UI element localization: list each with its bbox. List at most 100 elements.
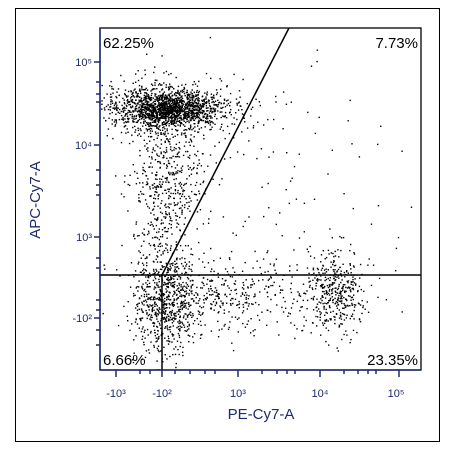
data-point xyxy=(320,279,322,281)
data-point xyxy=(155,188,157,190)
data-point xyxy=(167,271,169,273)
data-point xyxy=(212,111,214,113)
data-point xyxy=(301,306,303,308)
data-point xyxy=(250,284,252,286)
data-point xyxy=(171,133,173,135)
data-point xyxy=(338,309,340,311)
data-point xyxy=(202,153,204,155)
data-point xyxy=(183,306,185,308)
data-point xyxy=(205,107,208,109)
data-point xyxy=(342,236,345,239)
data-point xyxy=(177,288,179,290)
data-point xyxy=(130,99,132,101)
data-point xyxy=(332,261,335,264)
data-point xyxy=(349,289,352,291)
data-point xyxy=(183,92,186,95)
data-point xyxy=(184,261,186,263)
data-point xyxy=(176,285,178,287)
data-point xyxy=(166,296,169,298)
data-point xyxy=(176,271,178,273)
data-point xyxy=(179,245,182,247)
data-point xyxy=(171,309,174,312)
data-point xyxy=(148,101,150,103)
data-point xyxy=(133,89,135,91)
data-point xyxy=(190,91,192,93)
data-point xyxy=(131,113,133,116)
data-point xyxy=(113,121,116,123)
data-point xyxy=(167,188,169,190)
data-point xyxy=(156,137,158,139)
data-point xyxy=(179,125,181,127)
data-point xyxy=(334,319,336,321)
data-point xyxy=(199,103,202,106)
data-point xyxy=(319,319,321,321)
data-point xyxy=(231,276,234,278)
data-point xyxy=(179,111,181,113)
data-point xyxy=(159,299,161,301)
data-point xyxy=(196,111,198,114)
data-point xyxy=(174,212,177,214)
data-point xyxy=(149,332,152,334)
data-point xyxy=(140,271,142,273)
data-point xyxy=(167,228,170,230)
data-point xyxy=(104,268,106,270)
data-point xyxy=(179,329,181,332)
data-point xyxy=(225,279,227,282)
data-point xyxy=(120,131,123,134)
data-point xyxy=(171,220,173,222)
data-point xyxy=(177,325,179,328)
data-point xyxy=(152,114,154,116)
data-point xyxy=(312,297,314,299)
data-point xyxy=(162,266,164,268)
data-point xyxy=(147,306,150,308)
data-point xyxy=(172,108,175,110)
data-point xyxy=(162,113,164,115)
data-point xyxy=(177,110,179,112)
data-point xyxy=(159,350,162,352)
data-point xyxy=(318,272,320,274)
data-point xyxy=(169,298,172,301)
data-point xyxy=(183,206,186,209)
data-point xyxy=(150,99,153,101)
data-point xyxy=(327,329,330,332)
data-point xyxy=(235,292,238,295)
data-point xyxy=(170,110,173,112)
data-point xyxy=(198,300,200,302)
data-point xyxy=(182,103,184,105)
data-point xyxy=(164,117,166,120)
data-point xyxy=(208,115,211,117)
data-point xyxy=(279,212,281,214)
data-point xyxy=(131,115,133,117)
data-point xyxy=(196,172,198,174)
data-point xyxy=(158,311,160,313)
data-point xyxy=(255,98,257,100)
data-point xyxy=(149,117,151,119)
x-axis-ticks xyxy=(100,369,421,377)
data-point xyxy=(286,152,288,154)
data-point xyxy=(101,108,103,110)
data-point xyxy=(159,95,162,97)
data-point xyxy=(157,337,159,339)
data-point xyxy=(306,308,308,310)
data-point xyxy=(185,121,187,124)
data-point xyxy=(199,117,201,119)
data-point xyxy=(172,99,175,101)
data-point xyxy=(116,97,118,99)
data-point xyxy=(281,235,283,237)
data-point xyxy=(147,334,149,336)
data-point xyxy=(354,278,356,280)
data-point xyxy=(188,112,190,114)
data-point xyxy=(185,136,187,138)
data-point xyxy=(130,107,132,109)
data-point xyxy=(181,100,183,102)
data-point xyxy=(165,111,167,113)
data-point xyxy=(195,302,197,304)
data-point xyxy=(111,111,113,114)
data-point xyxy=(179,148,181,150)
data-point xyxy=(309,255,312,257)
data-point xyxy=(188,335,191,337)
data-point xyxy=(156,171,158,173)
data-point xyxy=(104,109,106,111)
data-point xyxy=(276,304,278,306)
data-point xyxy=(174,117,176,120)
